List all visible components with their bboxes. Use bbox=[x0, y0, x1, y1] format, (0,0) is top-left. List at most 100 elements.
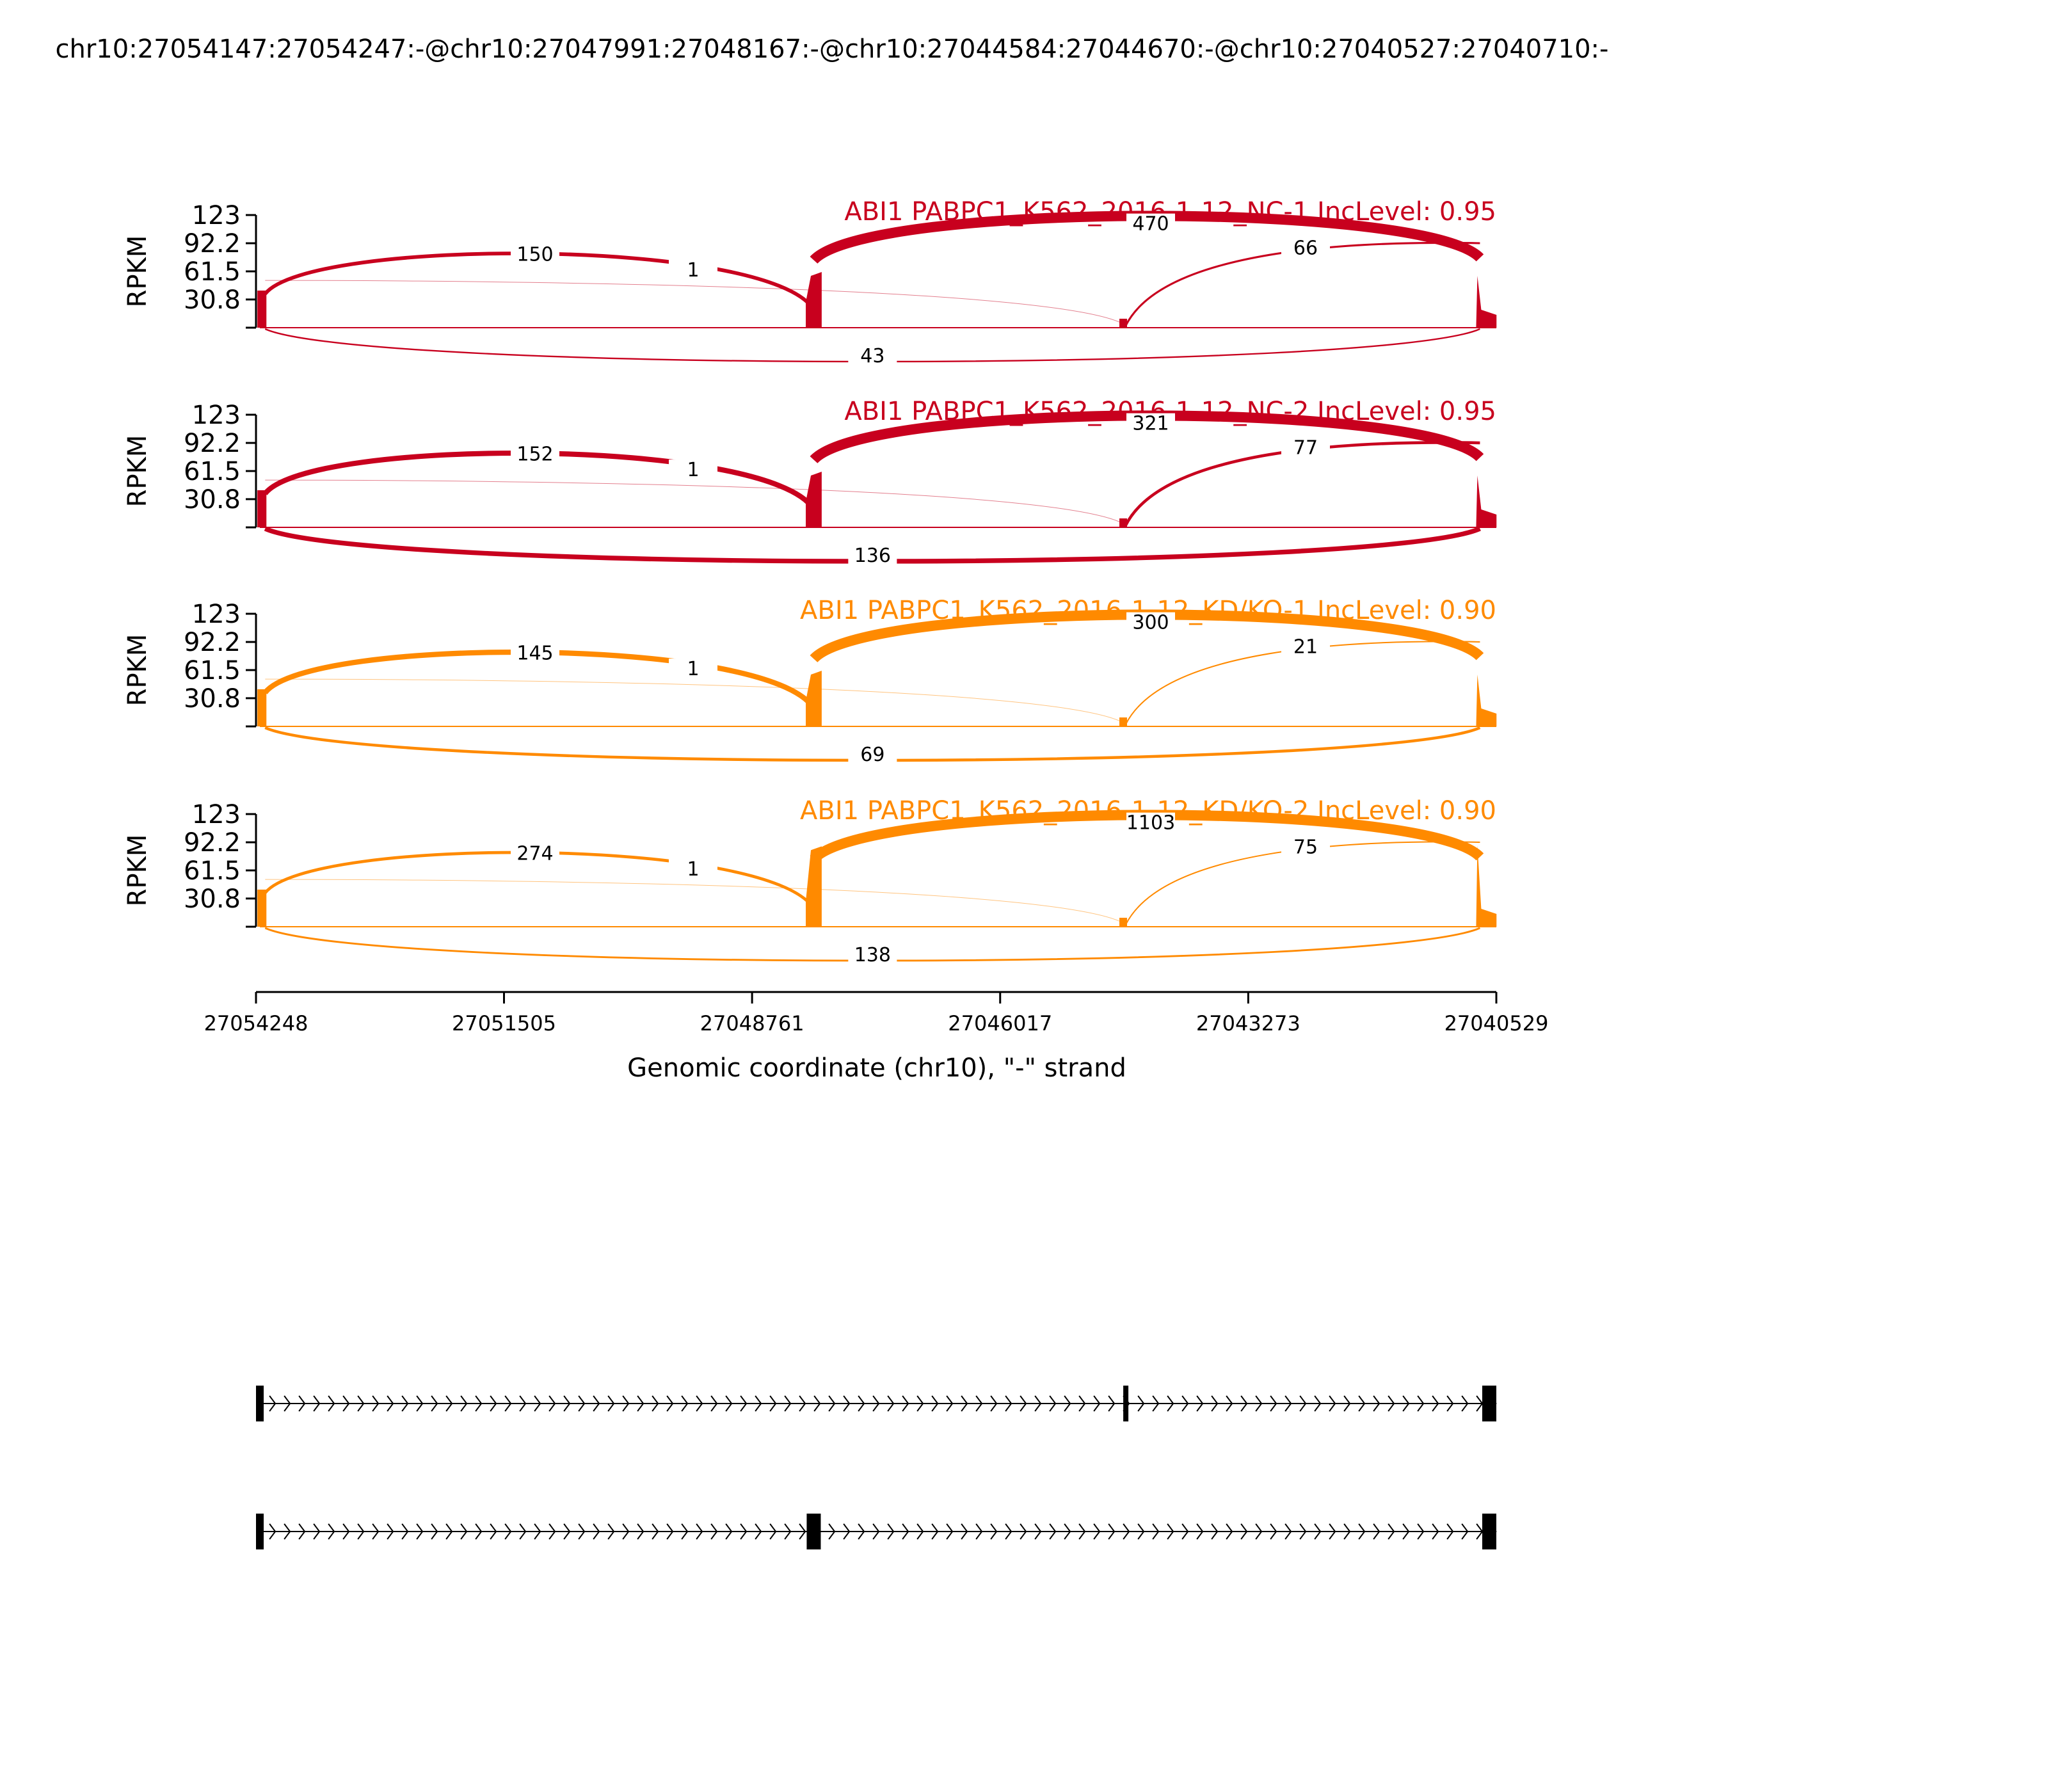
junction-count-label: 136 bbox=[854, 545, 891, 567]
strand-arrow-icon bbox=[313, 1523, 321, 1540]
strand-arrow-icon bbox=[328, 1523, 335, 1540]
strand-arrow-icon bbox=[872, 1523, 880, 1540]
strand-arrow-icon bbox=[1329, 1523, 1336, 1540]
strand-arrow-icon bbox=[725, 1395, 733, 1412]
x-tick-label: 27046017 bbox=[948, 1011, 1052, 1036]
strand-arrow-icon bbox=[578, 1523, 586, 1540]
y-axis-label: RPKM bbox=[123, 435, 152, 508]
junction-arc bbox=[1124, 241, 1480, 326]
strand-arrow-icon bbox=[1005, 1523, 1012, 1540]
y-tick-label: 123 bbox=[192, 600, 241, 629]
strand-arrow-icon bbox=[1240, 1523, 1248, 1540]
y-axis-label: RPKM bbox=[123, 236, 152, 308]
x-axis-label: Genomic coordinate (chr10), "-" strand bbox=[627, 1053, 1126, 1083]
strand-arrow-icon bbox=[1402, 1395, 1410, 1412]
junction-label-bg bbox=[1281, 437, 1330, 458]
strand-arrow-icon bbox=[622, 1395, 630, 1412]
isoform-row bbox=[256, 1386, 1497, 1421]
strand-arrow-icon bbox=[1064, 1395, 1071, 1412]
exon-coverage bbox=[1119, 319, 1128, 328]
strand-arrow-icon bbox=[1432, 1395, 1439, 1412]
junction-label-bg bbox=[1281, 836, 1330, 858]
strand-arrow-icon bbox=[563, 1395, 571, 1412]
junction-count-label: 145 bbox=[516, 642, 553, 664]
strand-arrow-icon bbox=[548, 1523, 556, 1540]
strand-arrow-icon bbox=[1152, 1395, 1160, 1412]
strand-arrow-icon bbox=[607, 1395, 615, 1412]
junction-count-label: 69 bbox=[860, 744, 884, 766]
strand-arrow-icon bbox=[387, 1523, 394, 1540]
junction-count-label: 138 bbox=[854, 944, 891, 966]
y-tick-label: 61.5 bbox=[184, 257, 241, 287]
strand-arrow-icon bbox=[1240, 1395, 1248, 1412]
x-tick-label: 27040529 bbox=[1444, 1011, 1549, 1036]
strand-arrow-icon bbox=[666, 1523, 674, 1540]
isoform-track bbox=[256, 1386, 1497, 1549]
exon-coverage bbox=[1476, 276, 1497, 328]
x-tick-label: 27051505 bbox=[452, 1011, 556, 1036]
strand-arrow-icon bbox=[1388, 1523, 1395, 1540]
strand-arrow-icon bbox=[504, 1395, 512, 1412]
strand-arrow-icon bbox=[740, 1523, 748, 1540]
strand-arrow-icon bbox=[755, 1523, 762, 1540]
strand-arrow-icon bbox=[696, 1395, 703, 1412]
isoform-row bbox=[256, 1514, 1497, 1549]
strand-arrow-icon bbox=[755, 1395, 762, 1412]
sashimi-panel: ABI1 PABPC1_K562_2016-1-12_KD/KO-2 IncLe… bbox=[123, 796, 1497, 966]
strand-arrow-icon bbox=[1388, 1395, 1395, 1412]
strand-arrow-icon bbox=[637, 1395, 644, 1412]
strand-arrow-icon bbox=[1270, 1523, 1277, 1540]
strand-arrow-icon bbox=[843, 1523, 851, 1540]
y-axis-label: RPKM bbox=[123, 634, 152, 707]
junction-label-bg bbox=[848, 744, 897, 765]
strand-arrow-icon bbox=[357, 1395, 365, 1412]
strand-arrow-icon bbox=[1446, 1395, 1454, 1412]
exon-coverage bbox=[257, 689, 267, 726]
strand-arrow-icon bbox=[387, 1395, 394, 1412]
junction-count-label: 150 bbox=[516, 243, 553, 266]
strand-arrow-icon bbox=[298, 1523, 306, 1540]
strand-arrow-icon bbox=[769, 1523, 777, 1540]
strand-arrow-icon bbox=[1034, 1395, 1042, 1412]
strand-arrow-icon bbox=[593, 1395, 600, 1412]
junction-arc bbox=[265, 879, 1126, 925]
strand-arrow-icon bbox=[961, 1395, 968, 1412]
strand-arrow-icon bbox=[990, 1523, 998, 1540]
strand-arrow-icon bbox=[843, 1395, 851, 1412]
strand-arrow-icon bbox=[1078, 1523, 1086, 1540]
strand-arrow-icon bbox=[475, 1523, 483, 1540]
strand-arrow-icon bbox=[460, 1395, 468, 1412]
exon-block bbox=[256, 1386, 264, 1421]
strand-arrow-icon bbox=[1284, 1523, 1292, 1540]
strand-arrow-icon bbox=[548, 1395, 556, 1412]
strand-arrow-icon bbox=[1137, 1523, 1145, 1540]
strand-arrow-icon bbox=[1167, 1395, 1174, 1412]
strand-arrow-icon bbox=[490, 1395, 497, 1412]
strand-arrow-icon bbox=[872, 1395, 880, 1412]
strand-arrow-icon bbox=[269, 1523, 276, 1540]
strand-arrow-icon bbox=[1196, 1523, 1204, 1540]
strand-arrow-icon bbox=[1402, 1523, 1410, 1540]
exon-block bbox=[1482, 1514, 1496, 1549]
strand-arrow-icon bbox=[1226, 1395, 1233, 1412]
strand-arrow-icon bbox=[961, 1523, 968, 1540]
junction-label-bg bbox=[511, 444, 559, 465]
junction-count-label: 470 bbox=[1132, 213, 1169, 236]
exon-coverage bbox=[806, 846, 822, 927]
exon-coverage bbox=[1119, 918, 1128, 927]
sashimi-panels: ABI1 PABPC1_K562_2016-1-12_NC-1 IncLevel… bbox=[123, 197, 1497, 966]
strand-arrow-icon bbox=[1137, 1395, 1145, 1412]
y-tick-label: 61.5 bbox=[184, 656, 241, 685]
junction-label-bg bbox=[1281, 237, 1330, 259]
strand-arrow-icon bbox=[342, 1395, 350, 1412]
strand-arrow-icon bbox=[1358, 1523, 1366, 1540]
strand-arrow-icon bbox=[519, 1523, 527, 1540]
sashimi-panel: ABI1 PABPC1_K562_2016-1-12_KD/KO-1 IncLe… bbox=[123, 596, 1497, 766]
strand-arrow-icon bbox=[1108, 1523, 1116, 1540]
strand-arrow-icon bbox=[534, 1523, 541, 1540]
y-tick-label: 123 bbox=[192, 800, 241, 829]
strand-arrow-icon bbox=[416, 1523, 424, 1540]
strand-arrow-icon bbox=[916, 1395, 924, 1412]
strand-arrow-icon bbox=[284, 1523, 291, 1540]
strand-arrow-icon bbox=[431, 1395, 438, 1412]
